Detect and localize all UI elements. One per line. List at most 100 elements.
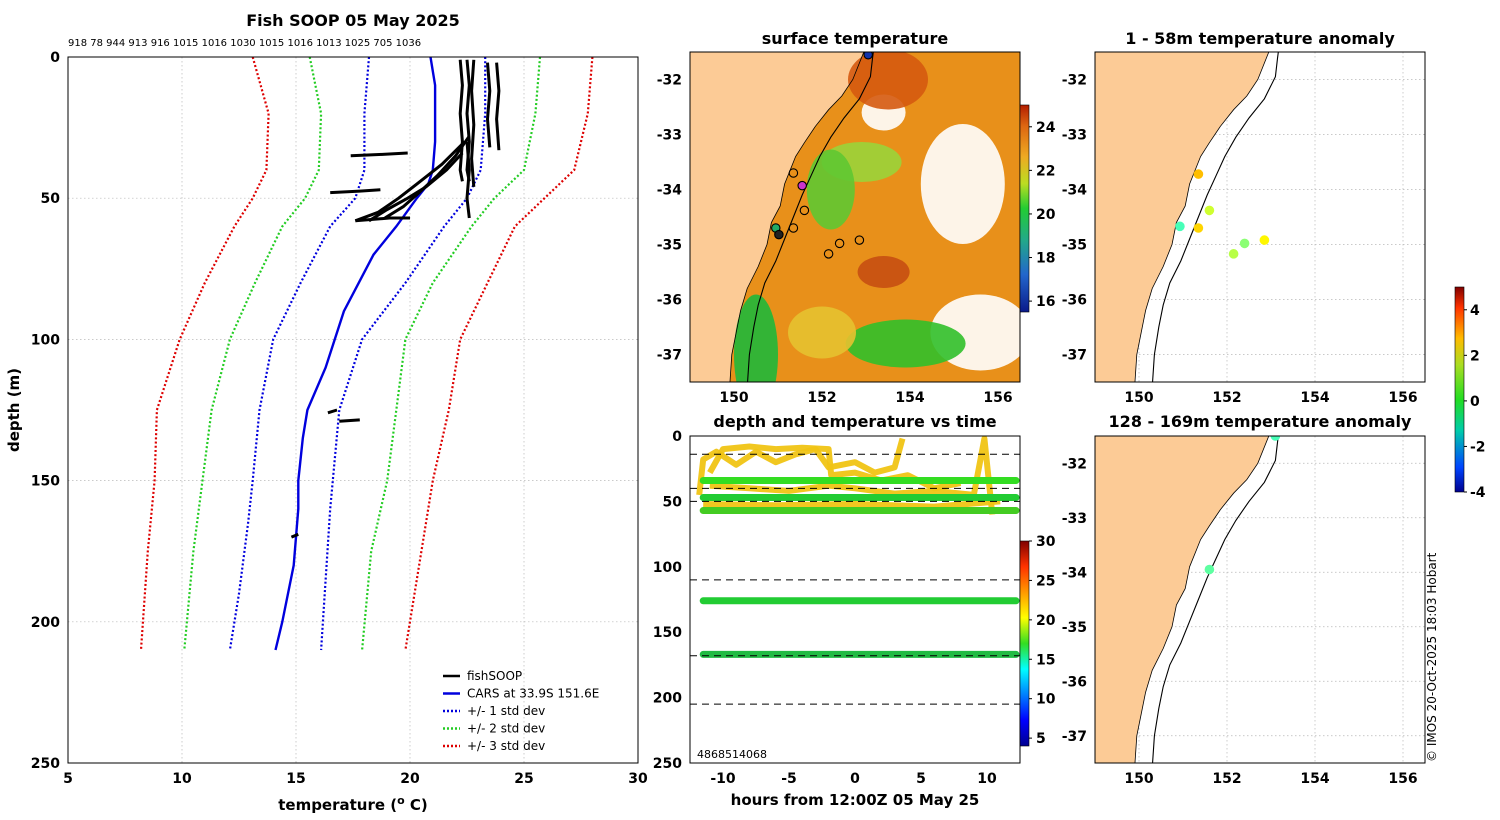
depth-time-y-tick-label: 100 (653, 560, 682, 576)
depth-time-y-ticks: 0 50 100 150 200 250 (653, 429, 682, 772)
sst-patch (920, 124, 1005, 244)
map-x-tick-label: 154 (895, 390, 924, 406)
station-marker (799, 205, 810, 216)
depth-time-colorbar-ticks: 5 10 15 20 25 30 (1029, 534, 1056, 747)
legend-label: CARS at 33.9S 151.6E (467, 687, 599, 701)
legend-label: +/- 1 std dev (467, 704, 545, 718)
profile-x-tick-label: 30 (628, 771, 648, 787)
depth-time-colorbar-tick-label: 30 (1036, 534, 1056, 550)
legend-label: fishSOOP (467, 669, 522, 683)
profile-grid (68, 57, 638, 763)
map-y-tick-label: -36 (1062, 674, 1087, 690)
sst-patch (848, 52, 928, 110)
fishsoop-profile (339, 418, 360, 423)
depth-time-x-tick-label: 10 (977, 771, 997, 787)
legend-label: +/- 3 std dev (467, 739, 545, 753)
anomaly-point (1175, 221, 1185, 232)
map-y-tick-label: -35 (657, 238, 682, 254)
anomaly-deep-panel: 128 - 169m temperature anomaly -32 -33 -34… (1062, 412, 1426, 787)
anomaly-deep-x-ticks: 150 152 154 156 (1124, 771, 1417, 787)
profile-top-labels: 918 78 944 913 916 1015 1016 1030 1015 1… (68, 38, 421, 49)
depth-time-colorbar-tick-label: 5 (1036, 731, 1046, 747)
surface-map-x-ticks: 150 152 154 156 (719, 390, 1012, 406)
sst-field (729, 52, 1020, 382)
profile-y-ticks: 0 50 100 150 200 250 (31, 50, 60, 772)
map-y-tick-label: -32 (1062, 73, 1087, 89)
depth-time-y-tick-label: 200 (653, 691, 682, 707)
anomaly-deep-y-ticks: -32 -33 -34 -35 -36 -37 (1062, 456, 1088, 745)
anomaly-shallow-frame (1094, 51, 1426, 383)
depth-time-y-tick-label: 0 (672, 429, 682, 445)
depth-time-colorbar-tick-label: 10 (1036, 692, 1056, 708)
anomaly-colorbar-tick-label: -4 (1470, 485, 1486, 501)
map-x-tick-label: 150 (719, 390, 748, 406)
depth-time-x-tick-label: 5 (916, 771, 926, 787)
depth-time-overlap-labels: 4868514068 (697, 748, 767, 761)
profile-x-label: temperature (o C) (278, 794, 428, 814)
surface-map-coastline (729, 52, 865, 382)
sst-colorbar-tick-label: 16 (1036, 294, 1055, 310)
profile-series--1-std (320, 57, 487, 651)
copyright-text: © IMOS 20-Oct-2025 18:03 Hobart (1425, 552, 1439, 762)
map-y-tick-label: -36 (1062, 293, 1087, 309)
map-x-tick-label: 152 (1212, 771, 1241, 787)
map-y-tick-label: -36 (657, 293, 682, 309)
anomaly-point (1193, 223, 1204, 233)
surface-map-y-ticks: -32 -33 -34 -35 -36 -37 (657, 73, 683, 364)
profile-y-tick-label: 100 (31, 332, 60, 348)
surface-track (703, 498, 1001, 510)
station-marker (788, 223, 799, 233)
map-x-tick-label: 156 (983, 390, 1012, 406)
map-x-tick-label: 152 (807, 390, 836, 406)
sst-patch (857, 256, 910, 288)
depth-time-x-label: hours from 12:00Z 05 May 25 (731, 791, 980, 809)
map-x-tick-label: 154 (1300, 390, 1329, 406)
sst-colorbar (1019, 104, 1030, 313)
depth-time-panel: depth and temperature vs time 4868514068… (653, 412, 1056, 809)
fishsoop-profile (486, 62, 492, 148)
depth-time-colorbar-tick-label: 15 (1036, 652, 1055, 668)
anomaly-colorbar-tick-label: 0 (1470, 394, 1480, 410)
profile-y-tick-label: 150 (31, 474, 60, 490)
map-y-tick-label: -33 (1062, 128, 1087, 144)
depth-time-x-ticks: -10 -5 0 5 10 (710, 771, 997, 787)
map-y-tick-label: -35 (1062, 620, 1087, 636)
anomaly-point (1204, 205, 1215, 216)
sst-patch (806, 149, 855, 230)
station-marker (854, 235, 865, 245)
profile-series--2-std (361, 57, 542, 651)
depth-time-reference-lines (690, 453, 1020, 705)
map-y-tick-label: -37 (657, 348, 682, 364)
anomaly-point (1228, 249, 1239, 259)
sst-patch (845, 319, 966, 368)
depth-time-title: depth and temperature vs time (713, 412, 996, 431)
surface-track (696, 437, 906, 496)
anomaly-point (1204, 564, 1215, 575)
profile-series--2-std (183, 57, 323, 651)
sst-colorbar-tick-label: 22 (1036, 163, 1055, 179)
map-x-tick-label: 156 (1388, 390, 1417, 406)
station-marker (823, 249, 834, 259)
depth-time-colorbar (1019, 540, 1030, 747)
profile-y-tick-label: 50 (41, 191, 61, 207)
map-x-tick-label: 152 (1212, 390, 1241, 406)
map-y-tick-label: -33 (657, 128, 682, 144)
sst-colorbar-tick-label: 20 (1036, 207, 1056, 223)
profile-y-tick-label: 250 (31, 756, 60, 772)
sst-colorbar-tick-label: 18 (1036, 251, 1055, 267)
fishsoop-profile (350, 151, 408, 158)
map-y-tick-label: -37 (1062, 729, 1087, 745)
profile-y-tick-label: 0 (50, 50, 60, 66)
anomaly-point (1193, 169, 1204, 179)
depth-time-colorbar-tick-label: 25 (1036, 573, 1055, 589)
surface-map-stations (771, 52, 873, 259)
map-y-tick-label: -37 (1062, 348, 1087, 364)
depth-time-x-tick-label: -10 (710, 771, 736, 787)
anomaly-point (1239, 238, 1250, 249)
profile-frame (67, 56, 639, 764)
map-x-tick-label: 154 (1300, 771, 1329, 787)
fishsoop-profile (495, 62, 501, 151)
map-x-tick-label: 150 (1124, 390, 1153, 406)
sst-patch (734, 294, 778, 382)
